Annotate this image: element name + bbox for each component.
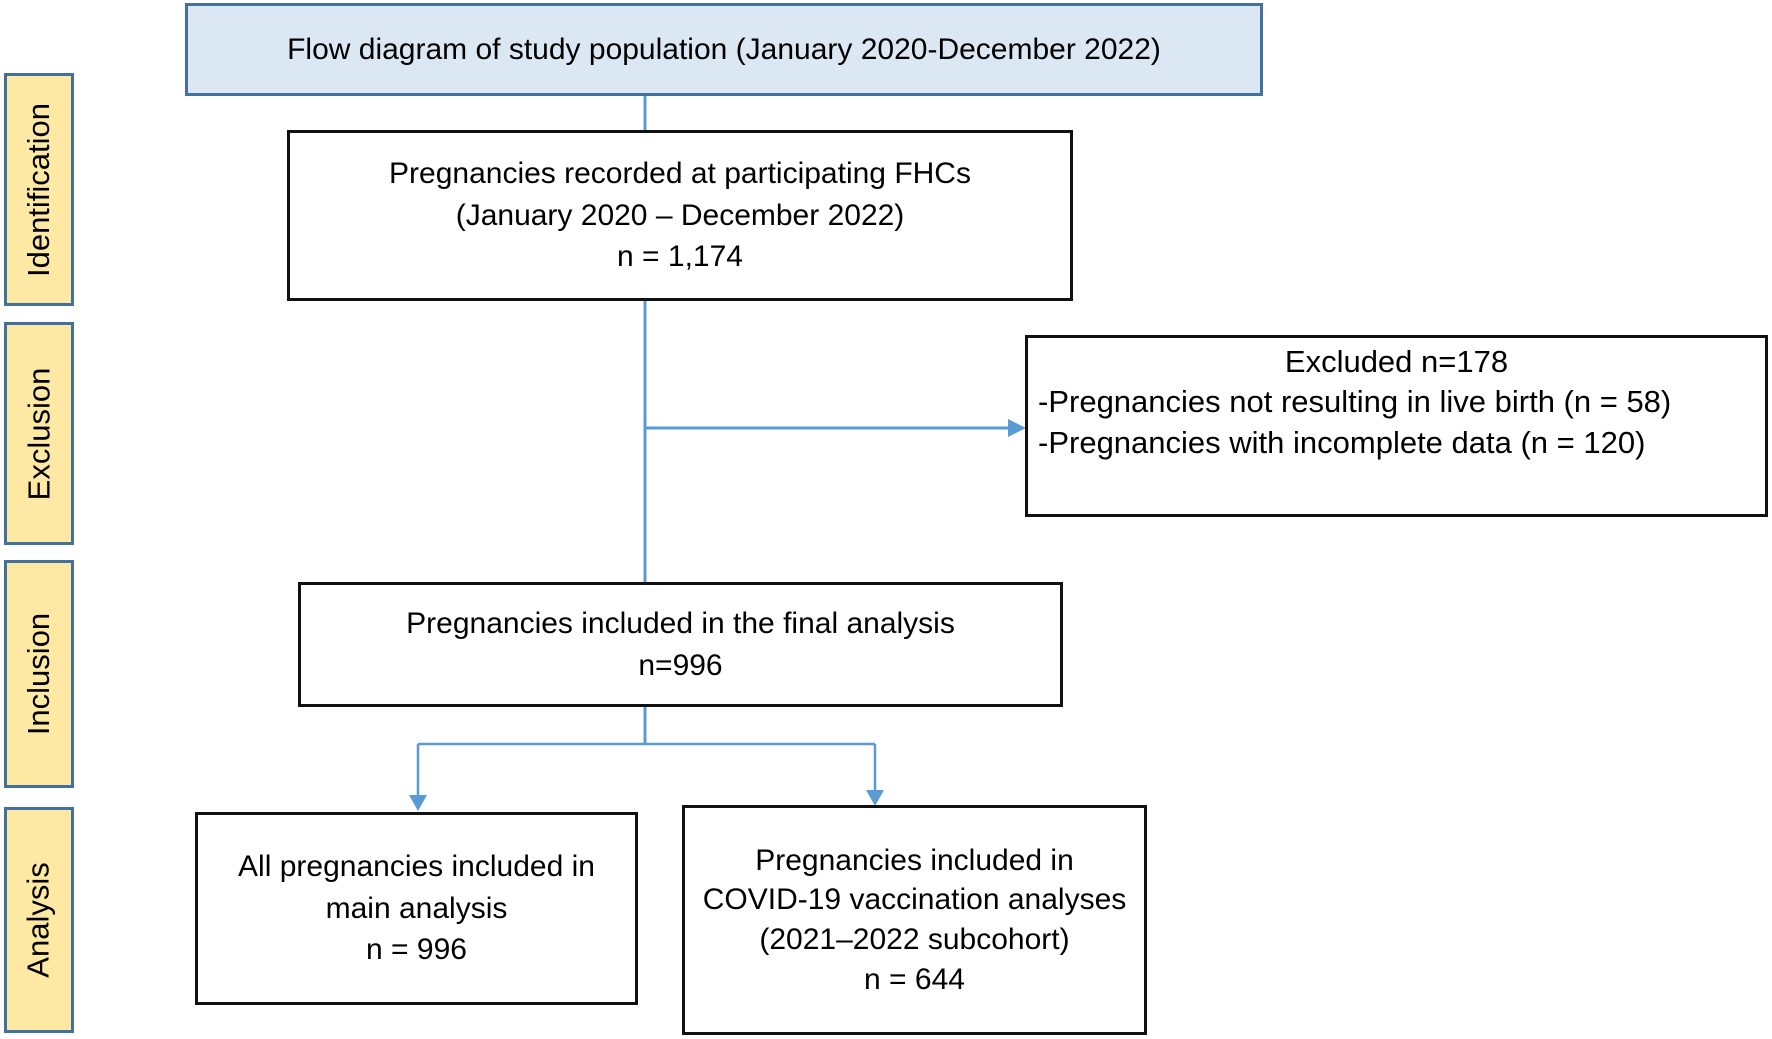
diagram-title: Flow diagram of study population (Januar… (287, 32, 1161, 66)
stage-label-exclusion-text: Exclusion (21, 367, 56, 500)
box-final-analysis: Pregnancies included in the final analys… (298, 582, 1063, 707)
final-count: n=996 (638, 648, 723, 682)
box-covid-subcohort: Pregnancies included in COVID-19 vaccina… (682, 805, 1147, 1035)
stage-label-identification-text: Identification (21, 102, 56, 277)
box-pregnancies-recorded: Pregnancies recorded at participating FH… (287, 130, 1073, 301)
covid-subcohort-text: Pregnancies included in COVID-19 vaccina… (702, 843, 1127, 956)
recorded-line1: Pregnancies recorded at participating FH… (389, 157, 971, 191)
excluded-item-1: -Pregnancies not resulting in live birth… (1038, 384, 1672, 420)
box-main-analysis: All pregnancies included in main analysi… (195, 812, 638, 1005)
excluded-heading: Excluded n=178 (1284, 344, 1509, 379)
title-banner: Flow diagram of study population (Januar… (185, 3, 1263, 96)
final-line1: Pregnancies included in the final analys… (406, 607, 955, 641)
stage-label-identification: Identification (4, 73, 74, 306)
stage-label-analysis-text: Analysis (21, 862, 56, 978)
arrowhead-down-right-icon (866, 790, 884, 806)
covid-subcohort-count: n = 644 (864, 962, 965, 996)
stage-label-inclusion-text: Inclusion (21, 612, 57, 736)
recorded-line2: (January 2020 – December 2022) (455, 198, 905, 232)
main-analysis-count: n = 996 (366, 933, 467, 967)
box-excluded: Excluded n=178 -Pregnancies not resultin… (1025, 335, 1768, 517)
main-analysis-text: All pregnancies included in main analysi… (238, 850, 595, 925)
arrowhead-right-icon (1008, 419, 1026, 437)
recorded-count: n = 1,174 (617, 240, 743, 274)
stage-label-inclusion: Inclusion (4, 560, 74, 788)
excluded-item-2: -Pregnancies with incomplete data (n = 1… (1038, 424, 1646, 460)
stage-label-analysis: Analysis (4, 807, 74, 1033)
arrowhead-down-left-icon (409, 795, 427, 811)
stage-label-exclusion: Exclusion (4, 322, 74, 545)
